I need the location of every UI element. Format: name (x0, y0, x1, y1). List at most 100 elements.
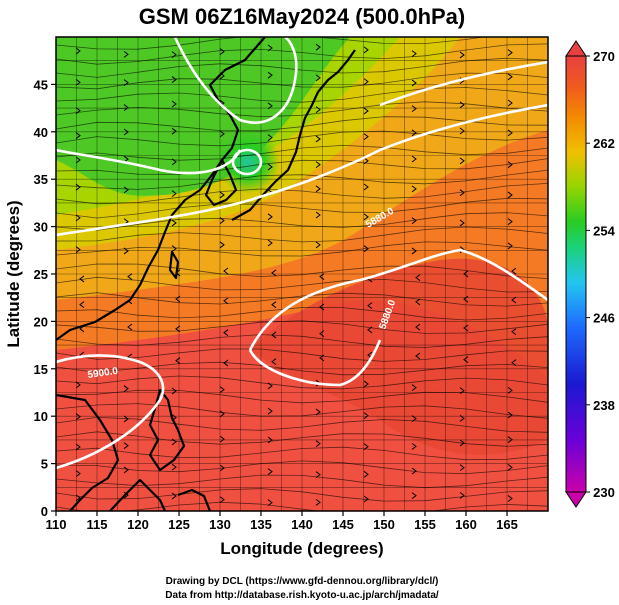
wind-arrow (411, 50, 417, 58)
wind-arrow (267, 102, 273, 110)
x-tick-label: 160 (455, 517, 477, 532)
wind-arrow (79, 301, 85, 309)
wind-arrow (507, 386, 513, 394)
wind-arrow (75, 494, 81, 502)
wind-arrow (415, 323, 421, 331)
streamline (56, 130, 548, 147)
wind-arrow (459, 439, 465, 447)
y-tick-label: 20 (34, 314, 48, 329)
wind-arrow (507, 495, 513, 502)
wind-arrow (315, 74, 321, 82)
wind-arrow (507, 99, 513, 107)
wind-arrow (267, 468, 273, 475)
wind-arrow (315, 471, 321, 479)
colorbar-tick-label: 246 (593, 311, 615, 326)
wind-arrow (175, 357, 181, 365)
wind-arrow (459, 387, 465, 395)
wind-arrow (127, 273, 133, 281)
streamline (56, 320, 548, 334)
wind-arrow (459, 101, 465, 109)
wind-arrow (459, 51, 465, 59)
wind-arrow (463, 356, 469, 363)
wind-arrow (463, 295, 469, 303)
wind-arrow (267, 382, 273, 390)
wind-arrow (171, 190, 177, 198)
map-title: GSM 06Z16May2024 (500.0hPa) (139, 4, 466, 29)
wind-arrow (223, 359, 229, 367)
wind-arrow (171, 51, 177, 59)
colorbar-min-arrow (565, 491, 587, 508)
wind-arrow (315, 161, 321, 169)
wind-streamlines (56, 37, 548, 511)
wind-arrow (271, 301, 277, 309)
streamline (56, 431, 548, 447)
wind-arrow (411, 105, 417, 113)
wind-arrow (315, 498, 321, 506)
wind-arrow (123, 466, 129, 474)
wind-arrow (123, 247, 129, 255)
y-tick-label: 0 (41, 504, 48, 519)
x-tick-label: 150 (373, 517, 395, 532)
streamline (56, 375, 548, 390)
wind-arrow (463, 324, 469, 332)
wind-arrow (415, 274, 421, 282)
wind-arrow (459, 491, 465, 499)
wind-arrow (367, 302, 373, 310)
wind-arrow (507, 218, 513, 226)
colorbar-tick-label: 254 (593, 223, 615, 238)
wind-arrow (459, 189, 465, 197)
credit-data: Data from http://database.rish.kyoto-u.a… (165, 590, 439, 601)
wind-arrow (75, 246, 81, 254)
wind-arrow (363, 78, 369, 86)
y-tick-label: 25 (34, 267, 48, 282)
wind-arrow (411, 384, 417, 391)
streamline (56, 87, 548, 103)
streamline (56, 43, 548, 65)
wind-arrow (363, 245, 369, 253)
wind-arrow (271, 269, 277, 277)
wind-arrow (219, 435, 225, 443)
streamline (56, 158, 548, 175)
streamline (56, 57, 548, 78)
wind-arrow (507, 242, 513, 250)
wind-arrow (363, 495, 369, 503)
wind-arrow (459, 219, 465, 227)
colorbar-tick-label: 270 (593, 49, 615, 64)
wind-arrow (415, 298, 421, 306)
wind-arrow (171, 158, 177, 166)
wind-arrow (219, 241, 225, 249)
wind-arrow (459, 464, 465, 472)
streamline (56, 197, 548, 219)
wind-arrow (75, 132, 81, 139)
wind-arrow (171, 387, 177, 395)
wind-arrow (123, 104, 129, 111)
wind-arrow (507, 436, 513, 444)
wind-arrow (315, 185, 321, 193)
wind-arrow (411, 217, 417, 225)
streamline (56, 263, 548, 279)
streamline (56, 183, 548, 205)
streamline (56, 403, 548, 419)
wind-arrow (123, 186, 129, 194)
wind-arrow (123, 442, 129, 450)
wind-arrow (219, 48, 225, 55)
streamline (56, 474, 548, 489)
x-tick-label: 135 (250, 517, 272, 532)
wind-arrow (463, 270, 469, 278)
wind-arrow (511, 328, 517, 335)
streamline (56, 292, 548, 307)
wind-arrow (507, 129, 513, 137)
wind-arrow (171, 76, 177, 83)
streamline (56, 334, 548, 348)
wind-arrow (507, 463, 513, 471)
y-tick-label: 30 (34, 220, 48, 235)
wind-arrow (123, 128, 129, 136)
wind-arrow (219, 191, 225, 199)
x-tick-label: 140 (291, 517, 313, 532)
wind-arrow (411, 129, 417, 137)
wind-arrow (319, 330, 325, 338)
wind-arrow (411, 467, 417, 475)
wind-arrow (219, 130, 225, 138)
wind-arrow (319, 303, 325, 311)
wind-arrow (123, 415, 129, 423)
